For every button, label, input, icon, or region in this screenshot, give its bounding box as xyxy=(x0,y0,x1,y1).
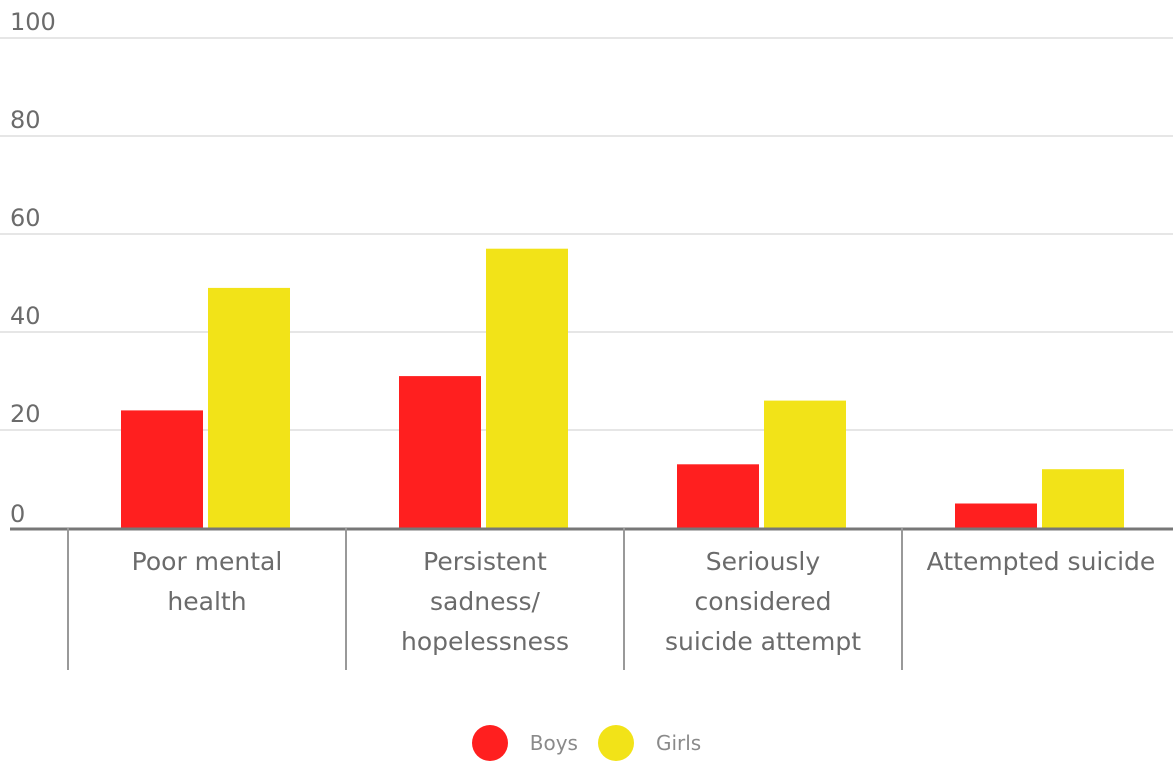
gridlines xyxy=(0,37,1173,431)
bar-boys[interactable] xyxy=(121,410,203,528)
bar-girls[interactable] xyxy=(1042,469,1124,528)
bar-boys[interactable] xyxy=(677,464,759,528)
x-axis-labels: Poor mental health Persistent sadness/hopel… xyxy=(132,547,1156,656)
y-tick-label: 20 xyxy=(10,400,41,428)
y-tick-label: 100 xyxy=(10,8,56,36)
legend-label-boys: Boys xyxy=(529,731,578,755)
y-tick-label: 80 xyxy=(10,106,41,134)
legend-item-girls[interactable]: Girls xyxy=(597,725,702,761)
x-tick-label: Poor mental health xyxy=(132,547,283,616)
legend-swatch-girls xyxy=(597,725,634,761)
x-tick-label: Attempted suicide xyxy=(927,547,1156,576)
legend-label-girls: Girls xyxy=(655,731,702,755)
y-tick-label: 40 xyxy=(10,302,41,330)
y-tick-label: 60 xyxy=(10,204,41,232)
bar-chart: 0 20 40 60 80 100 Poor mental health Persistent… xyxy=(0,8,1173,670)
bar-girls[interactable] xyxy=(486,248,568,528)
y-axis-ticks: 0 20 40 60 80 100 xyxy=(10,8,56,528)
bar-boys[interactable] xyxy=(399,376,481,528)
y-tick-label: 0 xyxy=(10,500,25,528)
x-axis xyxy=(10,527,1173,670)
x-tick-label: Persistent sadness/hopelessness xyxy=(401,547,569,656)
bar-girls[interactable] xyxy=(208,287,290,528)
x-tick-label: Seriously considered suicide attempt xyxy=(665,547,861,656)
legend-item-boys[interactable]: Boys xyxy=(471,725,578,761)
legend-swatch-boys xyxy=(471,725,508,761)
bar-boys[interactable] xyxy=(955,503,1037,529)
bar-girls[interactable] xyxy=(764,400,846,528)
bars xyxy=(121,248,1124,529)
legend: Boys Girls xyxy=(0,722,1173,764)
